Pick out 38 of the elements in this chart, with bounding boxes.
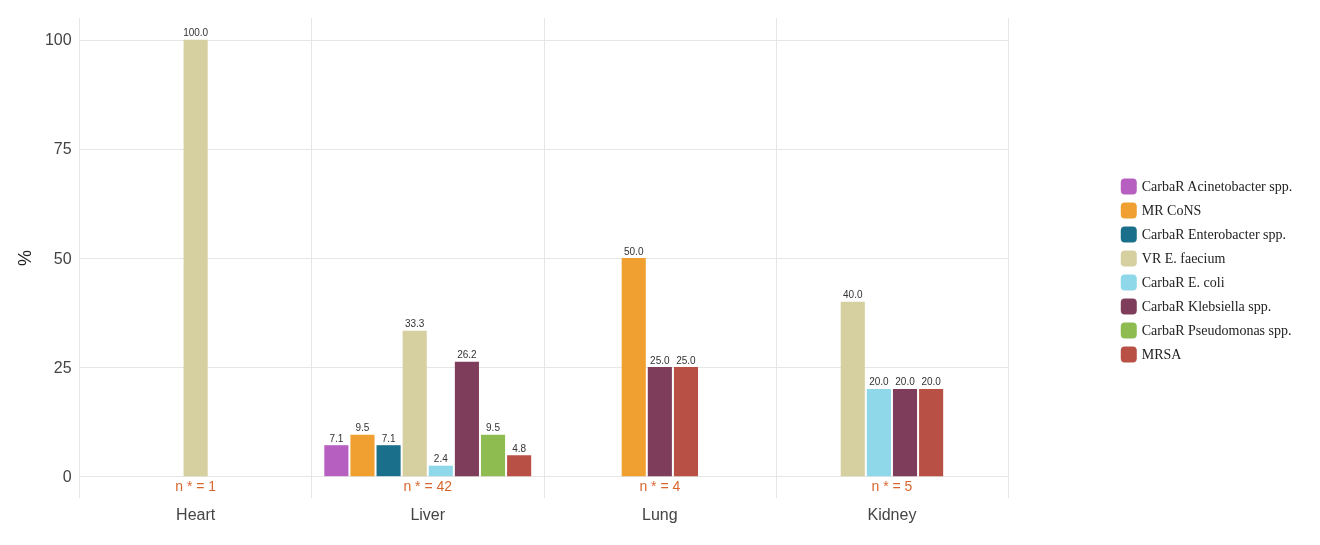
- x-tick-label: Kidney: [867, 505, 917, 523]
- x-tick-label: Liver: [410, 505, 446, 523]
- data-label: 9.5: [486, 422, 501, 434]
- annotation: n * = 5: [871, 478, 913, 495]
- annotation: n * = 4: [639, 478, 681, 495]
- data-label: 33.3: [404, 318, 425, 330]
- legend-label: MR CoNS: [1141, 203, 1202, 218]
- x-tick-label: Lung: [642, 505, 678, 523]
- y-tick-label: 50: [53, 249, 72, 267]
- annotation: n * = 1: [175, 478, 217, 495]
- data-label: 7.1: [329, 432, 344, 444]
- data-label: 40.0: [843, 289, 863, 301]
- data-label: 20.0: [869, 376, 890, 388]
- y-tick-label: 25: [53, 358, 72, 376]
- data-label: 2.4: [433, 453, 449, 465]
- annotation: n * = 42: [403, 478, 453, 495]
- data-label: 100.0: [183, 27, 209, 39]
- data-label: 20.0: [921, 376, 942, 388]
- legend-label: CarbaR Klebsiella spp.: [1141, 299, 1272, 314]
- legend-label: VR E. faecium: [1141, 251, 1226, 266]
- y-axis-title: %: [15, 249, 35, 267]
- data-label: 25.0: [650, 354, 671, 366]
- legend-label: MRSA: [1141, 347, 1183, 362]
- data-label: 7.1: [381, 432, 396, 444]
- data-label: 26.2: [457, 349, 478, 361]
- data-label: 20.0: [895, 376, 916, 388]
- y-tick-label: 0: [62, 467, 72, 485]
- legend-label: CarbaR Enterobacter spp.: [1141, 227, 1287, 242]
- y-tick-label: 75: [53, 140, 72, 158]
- x-tick-label: Heart: [176, 505, 216, 523]
- data-label: 25.0: [676, 354, 697, 366]
- data-label: 4.8: [512, 442, 527, 454]
- legend-label: CarbaR E. coli: [1141, 275, 1225, 290]
- data-label: 50.0: [624, 245, 644, 257]
- legend-label: CarbaR Pseudomonas spp.: [1141, 323, 1292, 338]
- y-tick-label: 100: [44, 31, 72, 49]
- legend-label: CarbaR Acinetobacter spp.: [1141, 179, 1293, 194]
- data-label: 9.5: [355, 422, 370, 434]
